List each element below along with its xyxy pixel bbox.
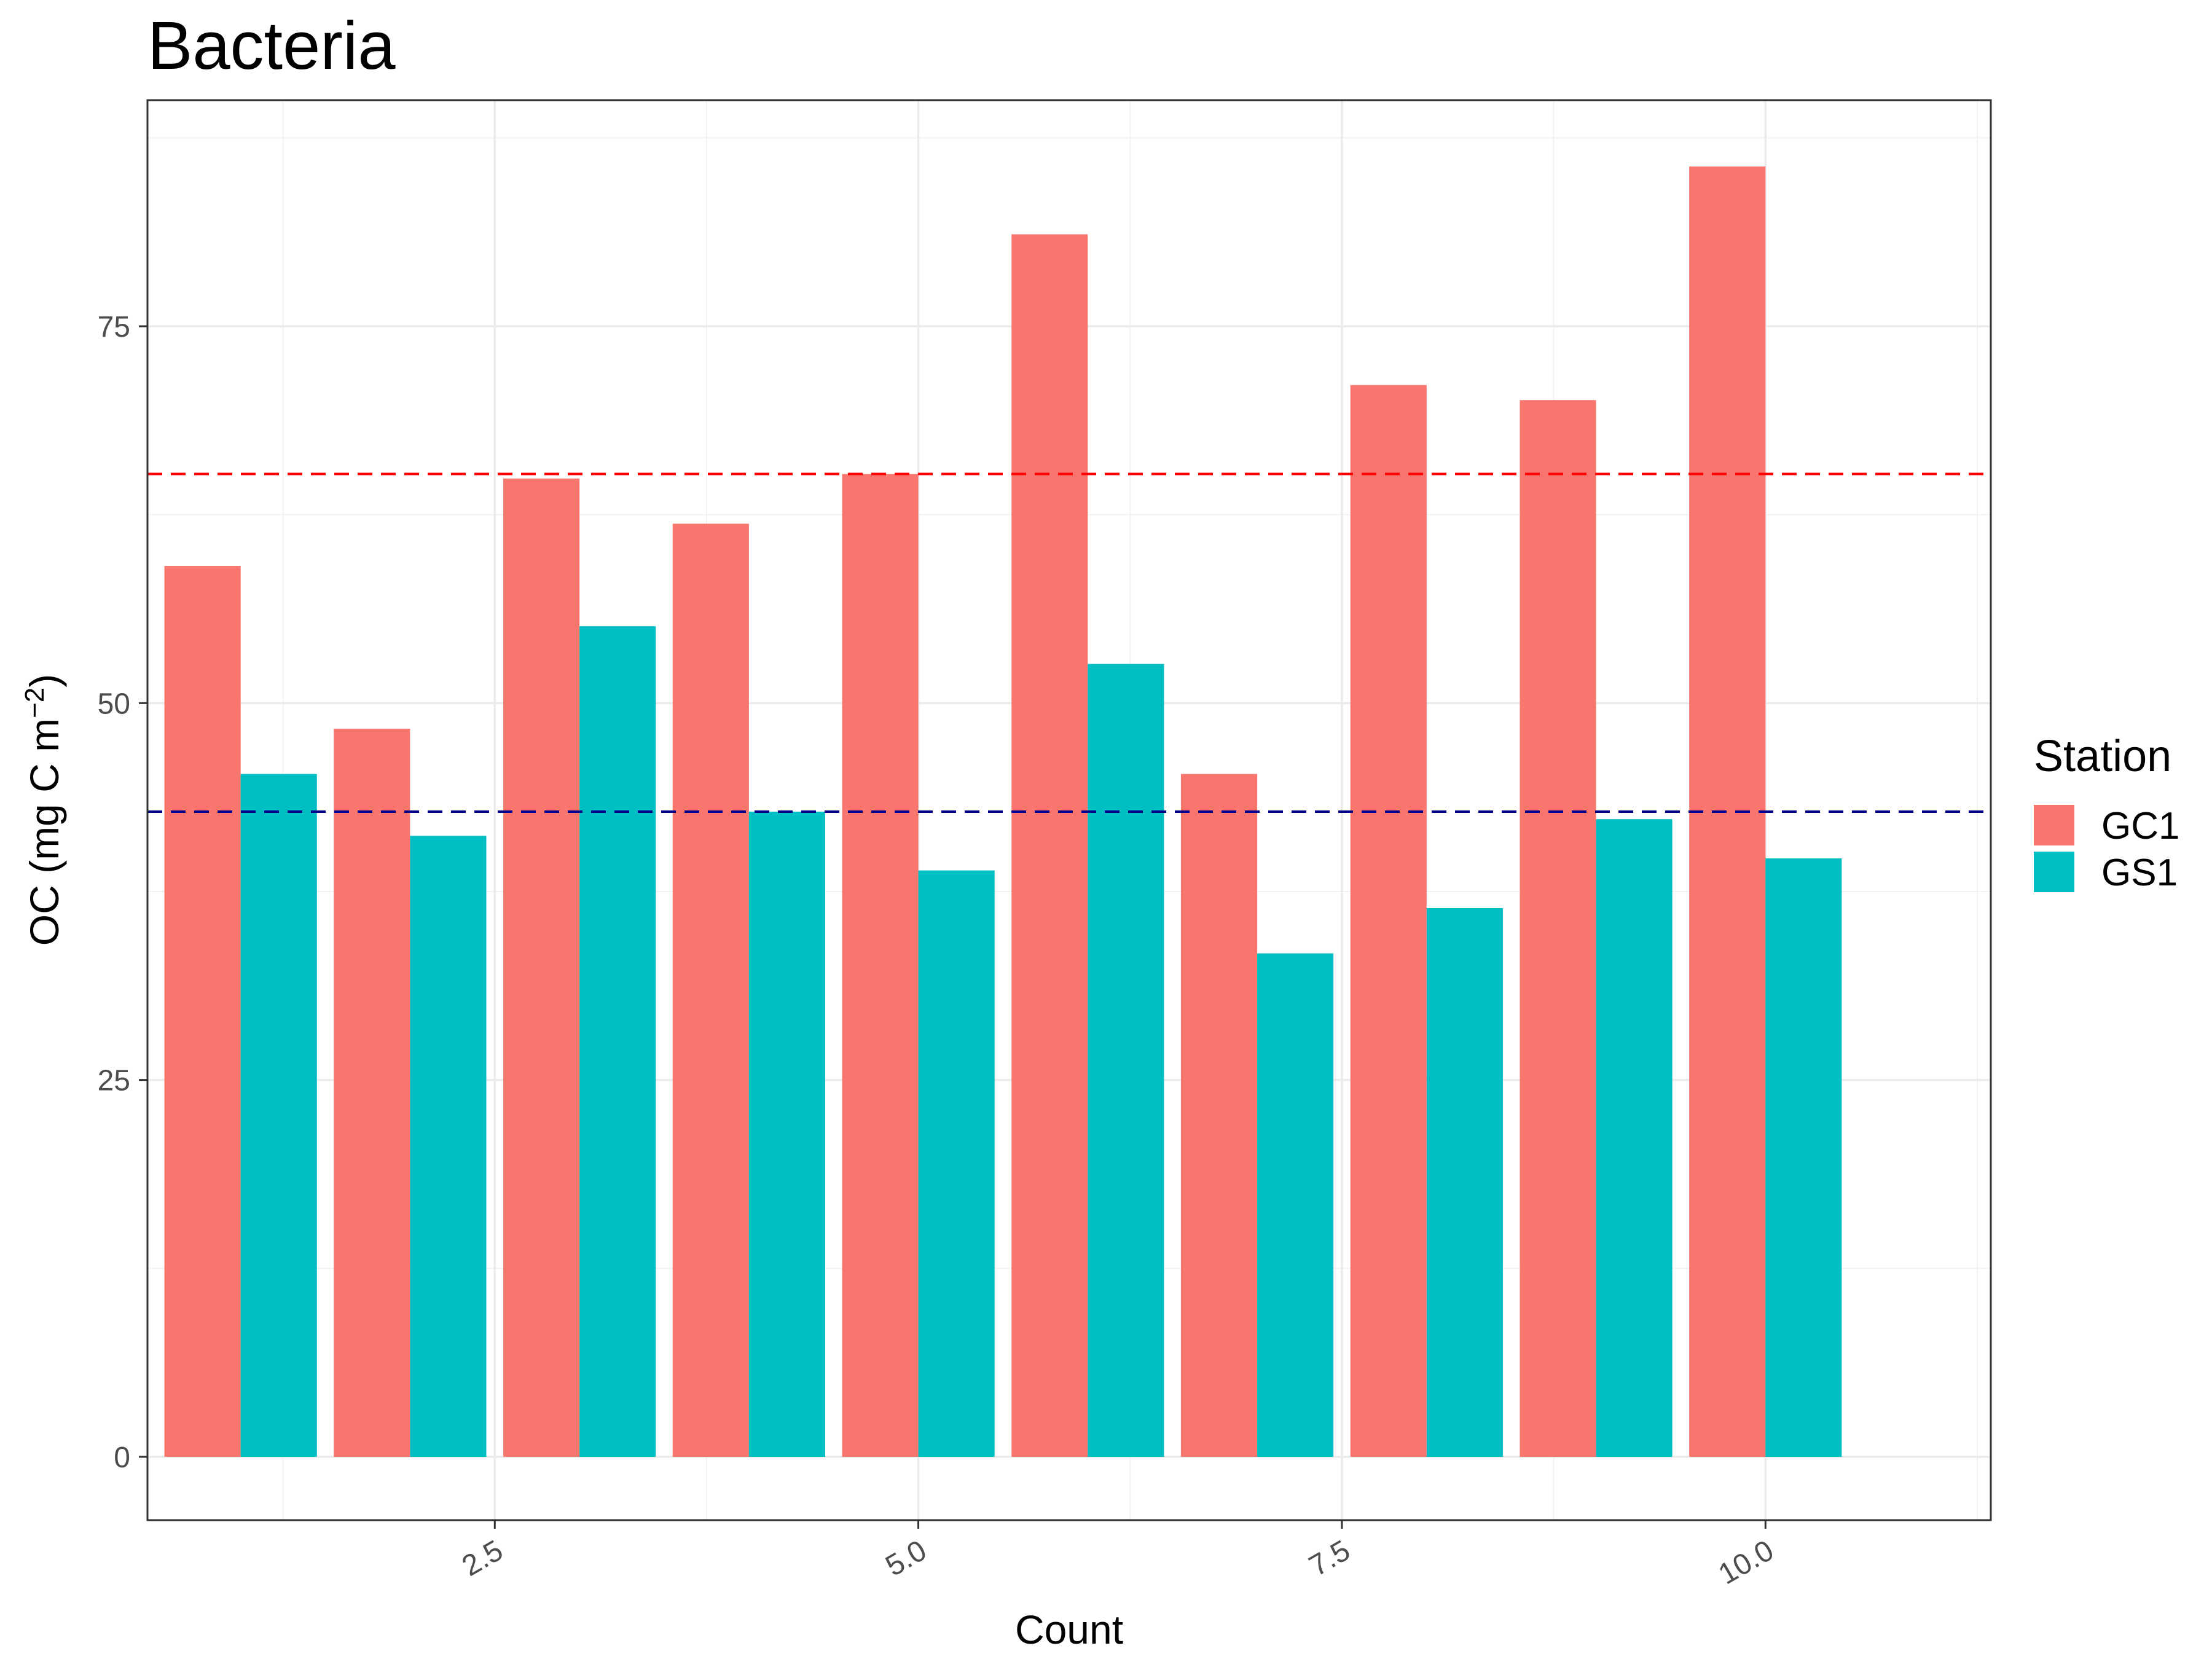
y-axis-ticks: 0 25 50 75 bbox=[98, 311, 147, 1474]
bar-gc1-3 bbox=[503, 478, 580, 1457]
y-tick-label: 75 bbox=[98, 311, 130, 343]
bar-gs1-7 bbox=[1257, 953, 1334, 1457]
bar-gc1-4 bbox=[672, 524, 749, 1457]
bar-gc1-9 bbox=[1520, 400, 1596, 1457]
y-tick-label: 50 bbox=[98, 688, 130, 720]
bar-gc1-5 bbox=[842, 474, 919, 1457]
bar-gs1-5 bbox=[918, 870, 995, 1457]
bar-gs1-6 bbox=[1088, 664, 1164, 1457]
bars bbox=[164, 166, 1842, 1457]
y-axis-title: OC (mg C m−2) bbox=[20, 674, 68, 946]
reference-lines bbox=[147, 473, 1991, 813]
bar-gs1-1 bbox=[240, 774, 317, 1457]
legend-title: Station bbox=[2034, 732, 2171, 781]
bar-gc1-8 bbox=[1350, 385, 1427, 1457]
bar-gc1-6 bbox=[1011, 234, 1088, 1457]
plot-panel-border bbox=[146, 99, 1992, 1521]
legend-key-gc1 bbox=[2034, 805, 2074, 845]
legend-key-gs1 bbox=[2034, 852, 2074, 892]
bar-gs1-8 bbox=[1426, 908, 1503, 1457]
bar-gs1-4 bbox=[748, 811, 825, 1457]
y-axis-title-close: ) bbox=[22, 674, 67, 688]
bar-gs1-10 bbox=[1765, 858, 1842, 1457]
y-axis-title-main: OC (mg C m bbox=[22, 718, 67, 946]
bar-gs1-2 bbox=[410, 836, 487, 1457]
y-axis-title-superscript: −2 bbox=[20, 688, 50, 718]
chart-title: Bacteria bbox=[147, 8, 396, 84]
y-tick-label: 0 bbox=[114, 1441, 130, 1474]
y-tick-label: 25 bbox=[98, 1065, 130, 1097]
legend-label-gc1: GC1 bbox=[2101, 805, 2179, 847]
bar-gs1-9 bbox=[1596, 819, 1673, 1457]
bar-gc1-7 bbox=[1180, 774, 1258, 1457]
legend-label-gs1: GS1 bbox=[2101, 852, 2178, 894]
bar-gc1-1 bbox=[164, 566, 241, 1457]
bar-gs1-3 bbox=[579, 626, 656, 1457]
bar-gc1-2 bbox=[334, 729, 410, 1457]
x-axis-title: Count bbox=[1015, 1607, 1123, 1652]
